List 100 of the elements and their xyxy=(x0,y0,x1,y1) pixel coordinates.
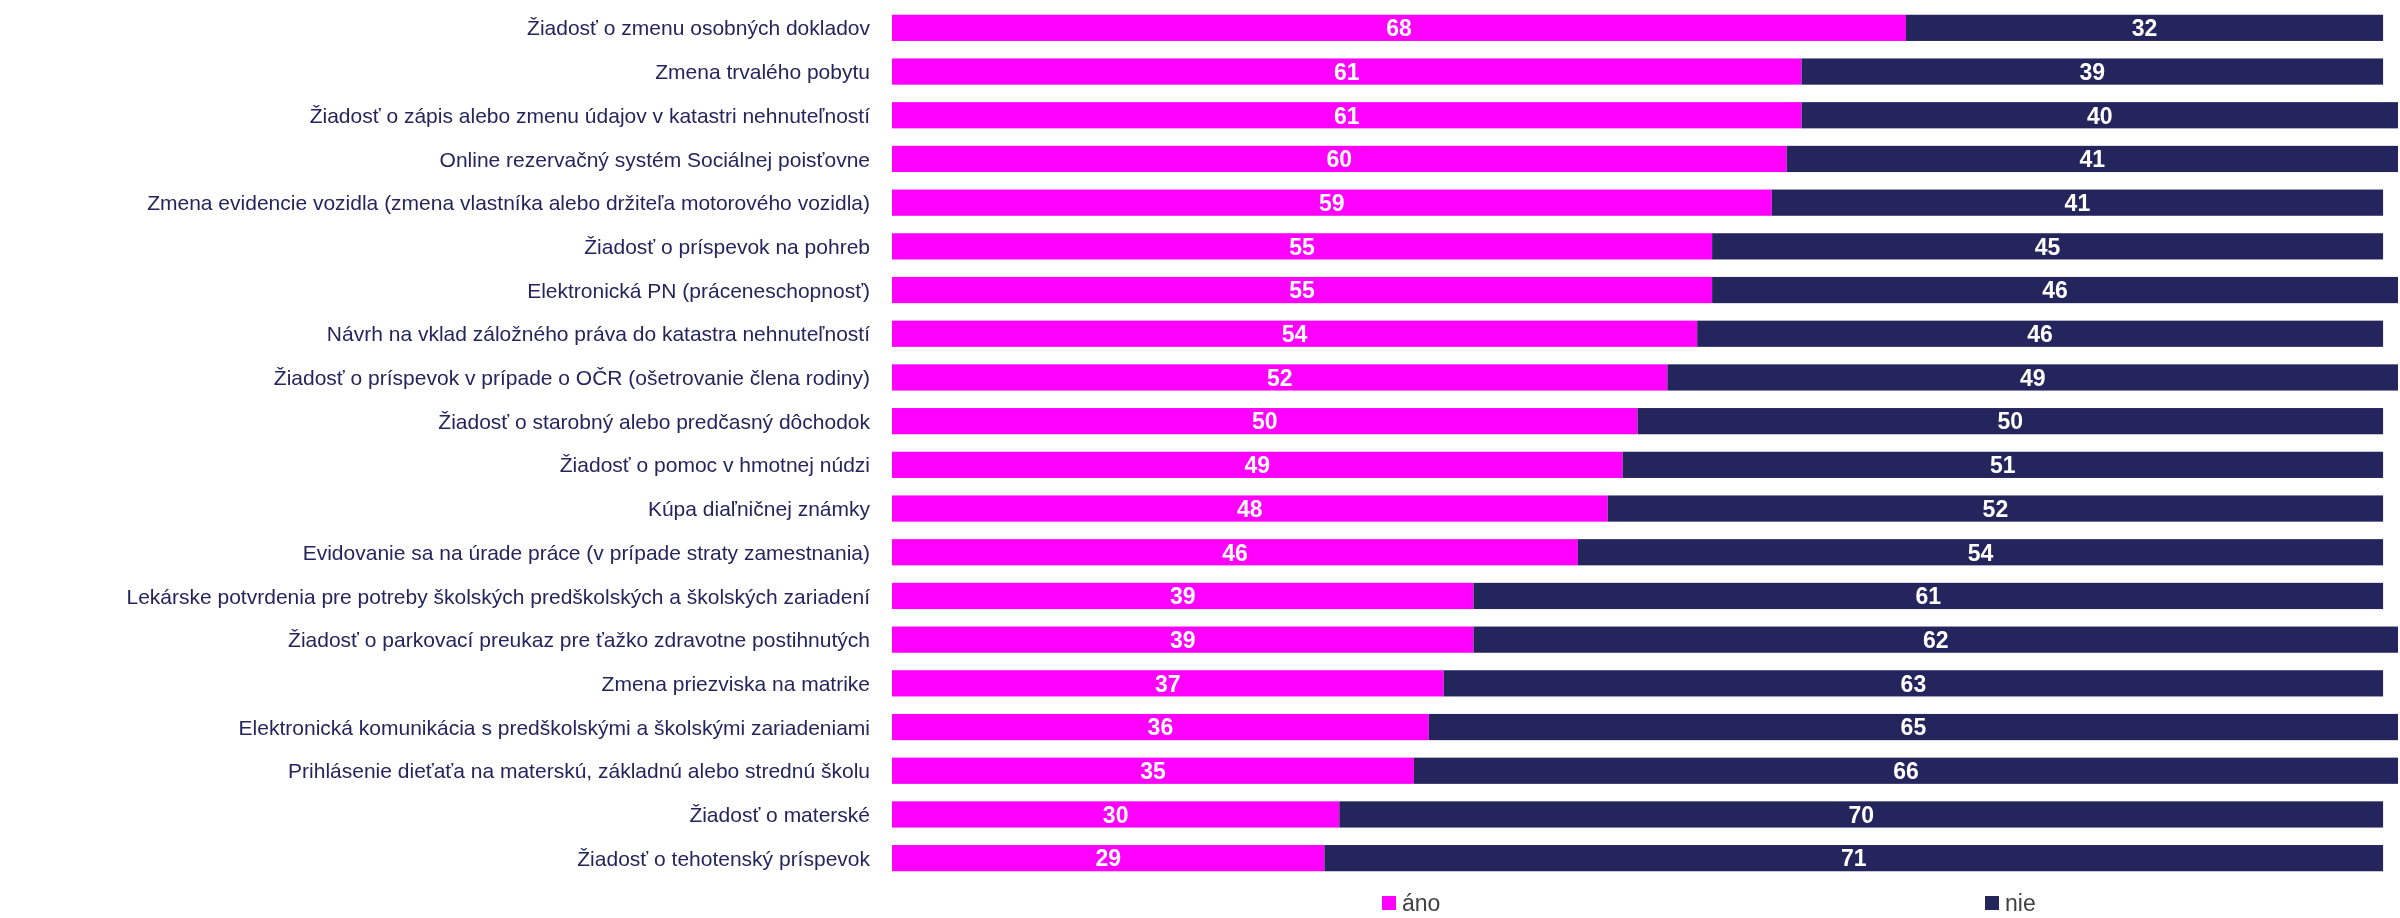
data-label: 51 xyxy=(1990,452,2016,479)
data-label: 49 xyxy=(2019,364,2046,391)
bar xyxy=(1905,14,2384,41)
y-tick-label: Žiadosť o starobný alebo predčasný dôchodok xyxy=(438,409,871,433)
bar xyxy=(892,14,1906,41)
bar xyxy=(1473,582,2384,610)
y-tick-label: Zmena trvalého pobytu xyxy=(655,60,870,84)
bar xyxy=(892,845,1325,872)
y-tick-label: Žiadosť o príspevok na pohreb xyxy=(584,234,870,258)
y-tick-label: Žiadosť o parkovací preukaz pre ťažko zdravotne postihnutých xyxy=(288,628,870,652)
bar xyxy=(892,408,1638,435)
data-label: 50 xyxy=(1997,408,2024,435)
data-label: 55 xyxy=(1289,277,1316,304)
data-label: 61 xyxy=(1333,102,1360,129)
y-tick-label: Zmena evidencie vozidla (zmena vlastníka alebo držiteľa motorového vozidla) xyxy=(147,191,870,215)
y-tick-label: Elektronická komunikácia s predškolskými a školskými zariadeniami xyxy=(238,715,870,739)
y-tick-label: Žiadosť o pomoc v hmotnej núdzi xyxy=(559,453,870,477)
bar xyxy=(1667,364,2398,391)
legend-label: nie xyxy=(2005,890,2036,917)
data-label: 71 xyxy=(1840,845,1867,872)
data-label: 46 xyxy=(2027,321,2053,348)
bar xyxy=(892,58,1802,85)
y-tick-label: Online rezervačný systém Sociálnej poisťovne xyxy=(439,147,870,171)
y-tick-label: Prihlásenie dieťaťa na materskú, základnú alebo strednú školu xyxy=(288,759,870,783)
bar xyxy=(1607,495,2384,522)
bar xyxy=(892,451,1623,478)
bar xyxy=(892,276,1713,304)
bar xyxy=(892,364,1668,391)
y-tick-label: Zmena priezviska na matrike xyxy=(601,671,870,695)
data-label: 37 xyxy=(1155,670,1181,697)
bar xyxy=(892,713,1429,741)
data-label: 65 xyxy=(1900,714,1927,741)
bar xyxy=(1324,845,2384,872)
bar xyxy=(1473,626,2398,653)
y-tick-label: Žiadosť o tehotenský príspevok xyxy=(577,846,871,870)
legend-label: áno xyxy=(1402,890,1441,917)
bar xyxy=(1697,320,2384,347)
bar xyxy=(1771,189,2384,216)
data-label: 55 xyxy=(1289,233,1316,260)
bar xyxy=(892,233,1713,260)
data-label: 35 xyxy=(1140,758,1166,785)
data-label: 68 xyxy=(1386,15,1412,42)
y-tick-label: Žiadosť o materské xyxy=(689,803,870,827)
data-label: 50 xyxy=(1251,408,1278,435)
data-label: 49 xyxy=(1244,452,1271,479)
y-tick-label: Elektronická PN (práceneschopnosť) xyxy=(527,278,870,302)
y-tick-label: Žiadosť o zápis alebo zmenu údajov v katastri nehnuteľností xyxy=(309,103,871,127)
y-tick-label: Evidovanie sa na úrade práce (v prípade straty zamestnania) xyxy=(302,540,870,564)
data-label: 39 xyxy=(1169,583,1196,610)
bar xyxy=(892,189,1772,216)
y-tick-label: Kúpa diaľničnej známky xyxy=(647,497,871,521)
bar xyxy=(1413,757,2398,784)
data-label: 46 xyxy=(1222,539,1248,566)
data-label: 52 xyxy=(1266,364,1293,391)
data-label: 36 xyxy=(1147,714,1174,741)
data-label: 30 xyxy=(1102,801,1129,828)
data-label: 39 xyxy=(1169,626,1196,653)
bar xyxy=(1428,713,2398,741)
bar xyxy=(892,495,1608,522)
data-label: 59 xyxy=(1319,189,1345,216)
data-label: 61 xyxy=(1915,583,1942,610)
bar xyxy=(892,102,1802,129)
bar xyxy=(892,582,1474,610)
bar xyxy=(892,145,1787,173)
bar xyxy=(1622,451,2384,478)
y-tick-label: Žiadosť o príspevok v prípade o OČR (ošetrovanie člena rodiny) xyxy=(273,366,870,390)
bar xyxy=(1786,145,2398,173)
bar xyxy=(892,626,1474,653)
bar xyxy=(1637,408,2384,435)
data-label: 60 xyxy=(1326,146,1353,173)
bar xyxy=(1577,539,2384,566)
bar xyxy=(1712,276,2398,304)
data-label: 40 xyxy=(2086,102,2113,129)
data-label: 63 xyxy=(1900,670,1927,697)
bar xyxy=(1339,801,2384,828)
data-label: 41 xyxy=(2079,146,2106,173)
y-tick-label: Návrh na vklad záložného práva do katastra nehnuteľností xyxy=(326,322,871,346)
bar xyxy=(892,670,1444,697)
y-tick-label: Žiadosť o zmenu osobných dokladov xyxy=(527,16,871,40)
data-label: 62 xyxy=(1922,626,1949,653)
data-label: 61 xyxy=(1333,58,1360,85)
data-label: 41 xyxy=(2064,189,2091,216)
bar xyxy=(1801,102,2398,129)
data-label: 48 xyxy=(1237,495,1263,522)
bar xyxy=(892,320,1698,347)
y-tick-label: Lekárske potvrdenia pre potreby školských predškolských a školských zariadení xyxy=(126,584,871,608)
bar xyxy=(892,539,1578,566)
bar xyxy=(1801,58,2384,85)
bar xyxy=(1712,233,2384,260)
data-label: 32 xyxy=(2131,15,2158,42)
data-label: 46 xyxy=(2042,277,2068,304)
data-label: 54 xyxy=(1281,321,1308,348)
bar xyxy=(1443,670,2384,697)
bar xyxy=(892,757,1414,784)
bar xyxy=(892,801,1340,828)
data-label: 45 xyxy=(2034,233,2061,260)
data-label: 29 xyxy=(1095,845,1121,872)
data-label: 52 xyxy=(1982,495,2009,522)
data-label: 39 xyxy=(2079,58,2106,85)
data-label: 66 xyxy=(1893,758,1919,785)
